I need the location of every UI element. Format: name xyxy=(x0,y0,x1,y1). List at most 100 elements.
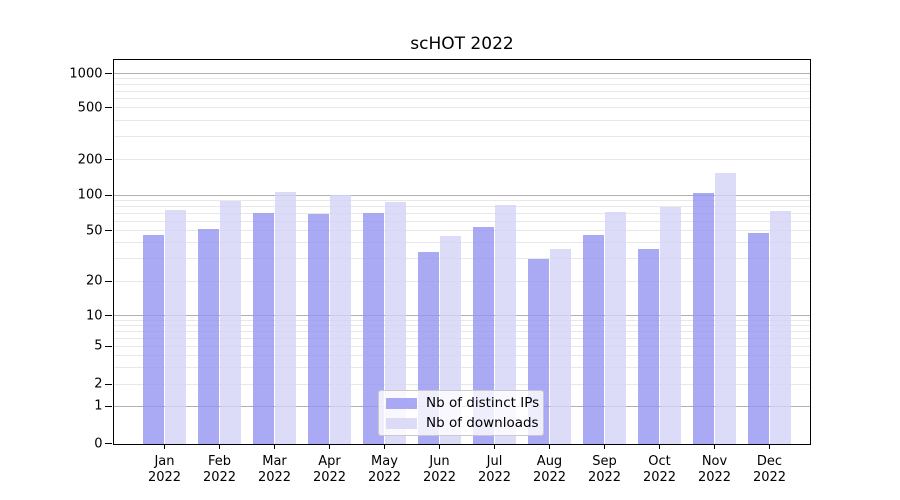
bar-downloads xyxy=(274,192,297,444)
x-axis-tick xyxy=(383,443,386,449)
minor-gridline xyxy=(113,90,810,92)
bar-downloads xyxy=(604,211,627,444)
minor-gridline xyxy=(113,330,810,332)
y-axis-tick-label: 10 xyxy=(85,308,103,324)
bar-downloads xyxy=(549,248,572,444)
y-axis-tick-label: 1000 xyxy=(69,66,103,81)
y-axis-tick-label: 2 xyxy=(94,376,103,392)
y-axis-tick xyxy=(105,194,112,196)
y-axis-tick xyxy=(105,158,112,161)
y-axis-tick xyxy=(105,383,112,385)
x-axis-tick xyxy=(328,443,331,449)
y-axis-tick xyxy=(105,442,112,445)
legend-label-downloads: Nb of downloads xyxy=(426,415,539,431)
x-axis-tick xyxy=(438,443,441,449)
x-axis-tick xyxy=(163,443,166,449)
minor-gridline xyxy=(113,84,810,86)
minor-gridline xyxy=(113,366,810,368)
bar-downloads xyxy=(329,195,352,444)
major-gridline xyxy=(113,315,810,317)
bar-downloads xyxy=(164,209,187,444)
y-axis-tick-label: 1 xyxy=(94,398,103,414)
x-axis-tick-label: Apr 2022 xyxy=(312,453,347,485)
x-axis-tick xyxy=(768,443,771,449)
bar-distinct-ips xyxy=(747,232,770,444)
minor-gridline xyxy=(113,325,810,327)
x-axis-tick-label: Jun 2022 xyxy=(422,453,457,485)
chart-title: scHOT 2022 xyxy=(410,34,514,54)
minor-gridline xyxy=(113,337,810,339)
minor-gridline xyxy=(113,354,810,356)
minor-gridline xyxy=(113,78,810,80)
x-axis-tick-label: Jul 2022 xyxy=(477,453,512,485)
minor-gridline xyxy=(113,206,810,208)
x-axis-tick-label: Mar 2022 xyxy=(257,453,292,485)
minor-gridline xyxy=(113,98,810,100)
minor-gridline xyxy=(113,258,810,260)
x-axis-tick-label: Nov 2022 xyxy=(697,453,732,485)
bar-distinct-ips xyxy=(307,214,330,444)
minor-gridline xyxy=(113,280,810,282)
x-axis-tick xyxy=(713,443,716,449)
bar-distinct-ips xyxy=(637,248,660,444)
legend-label-distinct-ips: Nb of distinct IPs xyxy=(426,395,540,411)
y-axis-tick-label: 500 xyxy=(77,100,103,116)
minor-gridline xyxy=(113,212,810,214)
minor-gridline xyxy=(113,383,810,385)
bar-downloads xyxy=(384,201,407,444)
y-axis-tick xyxy=(105,107,112,109)
bar-distinct-ips xyxy=(692,192,715,444)
x-axis-tick xyxy=(218,443,221,449)
minor-gridline xyxy=(113,200,810,202)
major-gridline xyxy=(113,73,810,74)
x-axis-tick-label: Jan 2022 xyxy=(147,453,182,485)
minor-gridline xyxy=(113,107,810,109)
bar-distinct-ips xyxy=(142,235,165,444)
minor-gridline xyxy=(113,136,810,138)
x-axis-tick-label: Dec 2022 xyxy=(752,453,787,485)
y-axis-tick xyxy=(105,72,112,75)
x-axis-tick xyxy=(658,443,661,449)
x-axis-tick xyxy=(493,443,496,449)
bar-distinct-ips xyxy=(252,213,275,444)
minor-gridline xyxy=(113,345,810,347)
x-axis-tick-label: Sep 2022 xyxy=(587,453,622,485)
y-axis-tick xyxy=(105,345,112,347)
y-axis-tick xyxy=(105,315,112,317)
y-axis-tick-label: 50 xyxy=(85,223,103,238)
y-axis-tick-label: 200 xyxy=(77,152,103,167)
y-axis-tick-label: 5 xyxy=(94,338,103,354)
plot-area: 0 1 2 5 10 20 50 100 200 500 1000 Jan 2022 Feb 2022 M… xyxy=(69,58,811,485)
x-axis-tick xyxy=(273,443,276,449)
x-axis-tick-label: Aug 2022 xyxy=(532,453,567,485)
x-axis-tick-label: Oct 2022 xyxy=(642,453,677,485)
bar-downloads xyxy=(219,200,242,444)
y-axis-tick xyxy=(105,405,112,407)
minor-gridline xyxy=(113,159,810,160)
bar-downloads xyxy=(659,206,682,444)
x-axis-tick-label: May 2022 xyxy=(367,453,402,485)
y-axis-tick-label: 100 xyxy=(77,187,103,203)
bar-downloads xyxy=(769,210,792,444)
bar-distinct-ips xyxy=(582,235,605,444)
y-axis-tick-label: 0 xyxy=(94,436,103,451)
minor-gridline xyxy=(113,242,810,244)
bar-downloads xyxy=(714,172,737,444)
y-axis-tick xyxy=(105,280,112,282)
legend-item-distinct-ips: Nb of distinct IPs xyxy=(386,395,539,411)
minor-gridline xyxy=(113,319,810,321)
x-axis-tick xyxy=(548,443,551,449)
y-axis-tick-label: 20 xyxy=(85,273,103,289)
bar-distinct-ips xyxy=(197,228,220,444)
x-axis-tick-label: Feb 2022 xyxy=(202,453,237,485)
major-gridline xyxy=(113,194,810,196)
minor-gridline xyxy=(113,220,810,222)
minor-gridline xyxy=(113,119,810,121)
legend-swatch-downloads xyxy=(386,417,417,429)
bar-distinct-ips xyxy=(472,226,495,444)
minor-gridline xyxy=(113,230,810,231)
x-axis-tick xyxy=(603,443,606,449)
legend: Nb of distinct IPs Nb of downloads xyxy=(378,390,544,436)
bar-downloads xyxy=(494,204,517,444)
